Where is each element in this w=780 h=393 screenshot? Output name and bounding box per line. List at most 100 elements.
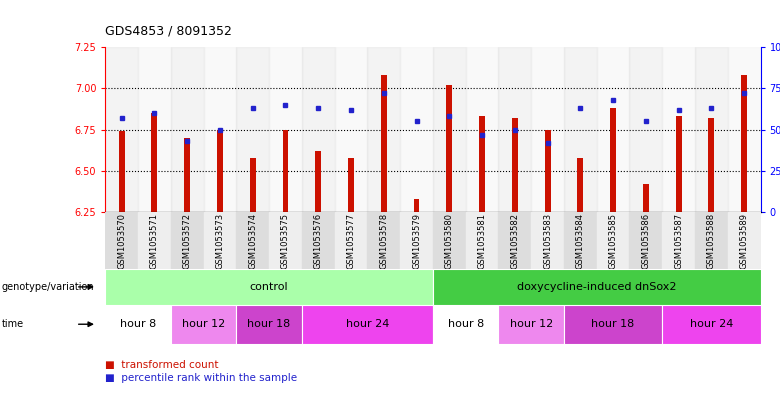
Text: GSM1053573: GSM1053573 [215, 213, 225, 270]
Text: hour 24: hour 24 [346, 319, 389, 329]
Bar [184, 138, 190, 212]
Bar [400, 212, 433, 269]
Bar [171, 305, 236, 344]
Bar [105, 305, 171, 344]
Text: hour 12: hour 12 [182, 319, 225, 329]
Text: GDS4853 / 8091352: GDS4853 / 8091352 [105, 24, 232, 37]
Bar [335, 212, 367, 269]
Bar [204, 47, 236, 212]
Text: ■  percentile rank within the sample: ■ percentile rank within the sample [105, 373, 297, 383]
Text: GSM1053578: GSM1053578 [379, 213, 388, 270]
Bar [105, 47, 138, 212]
Text: GSM1053581: GSM1053581 [477, 213, 487, 269]
Text: GSM1053580: GSM1053580 [445, 213, 454, 269]
Bar [466, 212, 498, 269]
Bar [629, 47, 662, 212]
Bar [512, 118, 518, 212]
Bar [119, 131, 125, 212]
Bar [269, 47, 302, 212]
Text: GSM1053588: GSM1053588 [707, 213, 716, 270]
Bar [367, 212, 400, 269]
Text: hour 8: hour 8 [120, 319, 156, 329]
Bar [171, 47, 204, 212]
Text: control: control [250, 282, 289, 292]
Text: GSM1053586: GSM1053586 [641, 213, 651, 270]
Bar [695, 212, 728, 269]
Bar [597, 47, 629, 212]
Bar [302, 212, 335, 269]
Bar [629, 212, 662, 269]
Bar [348, 158, 354, 212]
Text: GSM1053584: GSM1053584 [576, 213, 585, 269]
Bar [282, 130, 289, 212]
Text: hour 12: hour 12 [509, 319, 553, 329]
Bar [171, 212, 204, 269]
Bar [728, 47, 760, 212]
Text: GSM1053574: GSM1053574 [248, 213, 257, 269]
Bar [466, 47, 498, 212]
Bar [479, 116, 485, 212]
Bar [544, 130, 551, 212]
Text: GSM1053575: GSM1053575 [281, 213, 290, 269]
Bar [400, 47, 433, 212]
Text: GSM1053579: GSM1053579 [412, 213, 421, 269]
Text: hour 18: hour 18 [247, 319, 291, 329]
Bar [433, 305, 498, 344]
Bar [531, 47, 564, 212]
Text: GSM1053576: GSM1053576 [314, 213, 323, 270]
Text: hour 18: hour 18 [591, 319, 635, 329]
Bar [741, 75, 747, 212]
Bar [138, 212, 171, 269]
Bar [105, 212, 138, 269]
Bar [564, 305, 662, 344]
Bar [335, 47, 367, 212]
Text: GSM1053571: GSM1053571 [150, 213, 159, 269]
Bar [204, 212, 236, 269]
Text: GSM1053577: GSM1053577 [346, 213, 356, 270]
Text: genotype/variation: genotype/variation [2, 282, 94, 292]
Bar [151, 113, 158, 212]
Bar [446, 85, 452, 212]
Text: GSM1053585: GSM1053585 [608, 213, 618, 269]
Bar [643, 184, 649, 212]
Text: hour 8: hour 8 [448, 319, 484, 329]
Bar [105, 269, 433, 305]
Bar [433, 212, 466, 269]
Text: GSM1053572: GSM1053572 [183, 213, 192, 269]
Bar [728, 212, 760, 269]
Bar [577, 158, 583, 212]
Bar [564, 212, 597, 269]
Text: time: time [2, 319, 23, 329]
Bar [610, 108, 616, 212]
Bar [498, 47, 531, 212]
Bar [531, 212, 564, 269]
Text: GSM1053587: GSM1053587 [674, 213, 683, 270]
Text: GSM1053589: GSM1053589 [739, 213, 749, 269]
Bar [498, 212, 531, 269]
Bar [662, 212, 695, 269]
Bar [413, 199, 420, 212]
Text: GSM1053582: GSM1053582 [510, 213, 519, 269]
Text: ■  transformed count: ■ transformed count [105, 360, 219, 369]
Bar [236, 305, 302, 344]
Bar [433, 47, 466, 212]
Bar [597, 212, 629, 269]
Bar [708, 118, 714, 212]
Bar [662, 47, 695, 212]
Bar [217, 130, 223, 212]
Bar [302, 47, 335, 212]
Bar [250, 158, 256, 212]
Text: GSM1053583: GSM1053583 [543, 213, 552, 270]
Bar [315, 151, 321, 212]
Bar [675, 116, 682, 212]
Bar [381, 75, 387, 212]
Text: hour 24: hour 24 [690, 319, 733, 329]
Bar [662, 305, 760, 344]
Text: GSM1053570: GSM1053570 [117, 213, 126, 269]
Bar [433, 269, 760, 305]
Bar [236, 47, 269, 212]
Bar [236, 212, 269, 269]
Bar [138, 47, 171, 212]
Bar [367, 47, 400, 212]
Bar [498, 305, 564, 344]
